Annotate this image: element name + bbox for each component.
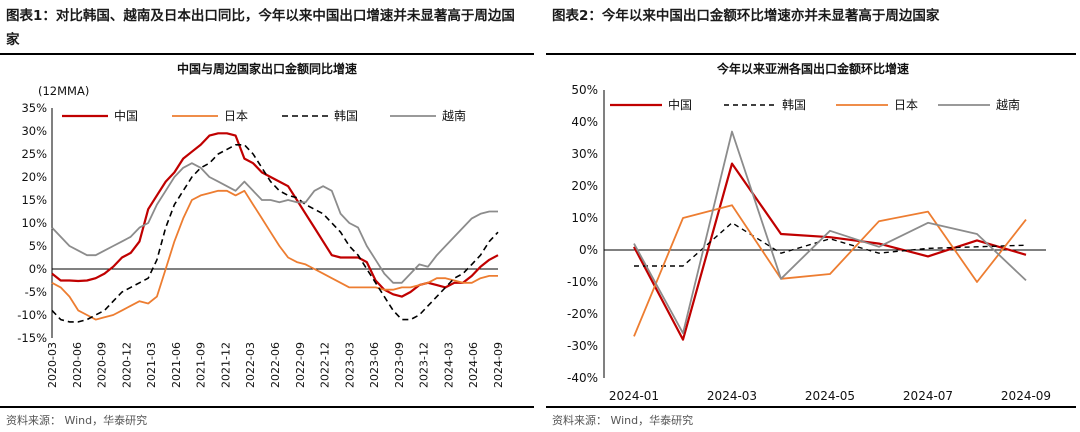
legend-label: 越南 [996, 97, 1020, 112]
figure-caption-1: 对比韩国、越南及日本出口同比，今年以来中国出口增速并未显著高于周边国家 [6, 8, 515, 48]
y-tick-label: -15% [17, 331, 47, 345]
x-tick-label: 2022-06 [269, 342, 282, 388]
legend-label: 日本 [224, 109, 248, 123]
chart-title-2: 今年以来亚洲各国出口金额环比增速 [716, 62, 909, 76]
figure-label-1: 图表1： [6, 8, 56, 24]
y-tick-label: -10% [17, 308, 47, 322]
figure-title-1: 图表1：对比韩国、越南及日本出口同比，今年以来中国出口增速并未显著高于周边国家 [6, 4, 526, 52]
x-tick-label: 2020-06 [71, 342, 84, 388]
legend-label: 中国 [668, 97, 692, 112]
legend-label: 韩国 [782, 97, 806, 112]
y-tick-label: -10% [567, 275, 598, 289]
x-tick-label: 2024-09 [1001, 389, 1051, 403]
y-tick-label: 25% [21, 147, 47, 161]
series-line-korea [51, 143, 499, 323]
y-tick-label: 40% [571, 115, 598, 129]
y-tick-label: 20% [571, 179, 598, 193]
y-tick-label: 15% [21, 193, 47, 207]
bottom-rule-1 [0, 406, 534, 408]
x-tick-label: 2020-03 [46, 342, 59, 388]
y-tick-label: 5% [29, 239, 47, 253]
legend-label: 越南 [442, 108, 466, 123]
y-tick-label: 20% [21, 170, 47, 184]
x-tick-label: 2021-09 [195, 342, 208, 388]
legend-label: 韩国 [334, 108, 358, 123]
series-line-vietnam [633, 130, 1027, 335]
y-tick-label: -20% [567, 307, 598, 321]
x-tick-label: 2023-06 [368, 342, 381, 388]
x-tick-label: 2024-05 [805, 389, 855, 403]
x-tick-label: 2024-03 [442, 342, 455, 388]
figure-panel-2: 图表2：今年以来中国出口金额环比增速亦并未显著高于周边国家 今年以来亚洲各国出口… [546, 0, 1080, 432]
x-tick-label: 2022-09 [294, 342, 307, 388]
y-tick-label: 0% [29, 262, 47, 276]
y-tick-label: 30% [21, 124, 47, 138]
y-tick-label: 50% [571, 83, 598, 97]
source-note-2: 资料来源： Wind，华泰研究 [552, 414, 694, 427]
x-tick-label: 2024-03 [707, 389, 757, 403]
series-line-china [633, 162, 1027, 341]
figure-title-2: 图表2：今年以来中国出口金额环比增速亦并未显著高于周边国家 [552, 4, 1072, 28]
legend-label: 中国 [114, 108, 138, 123]
figure-label-2: 图表2： [552, 8, 602, 24]
y-tick-label: 0% [579, 243, 598, 257]
title-rule-1 [0, 53, 534, 55]
x-tick-label: 2024-09 [492, 342, 505, 388]
chart-2: 50% 40% 30% 20% 10% 0% -10% -20% -30% -40% 2024-01… [567, 83, 1051, 403]
y-tick-label: 35% [21, 101, 47, 115]
bottom-rule-2 [546, 406, 1076, 408]
y-tick-label: 30% [571, 147, 598, 161]
y-tick-label: -40% [567, 371, 598, 385]
y-tick-label: -30% [567, 339, 598, 353]
x-tick-label: 2022-12 [319, 342, 332, 388]
x-tick-label: 2024-06 [467, 342, 480, 388]
series-line-japan [51, 189, 498, 321]
y-tick-label: 10% [21, 216, 47, 230]
x-tick-label: 2023-09 [393, 342, 406, 388]
series-line-japan [633, 204, 1027, 337]
chart-1: 35% 30% 25% 20% 15% 10% 5% 0% -5% -10% -15%2020-03… [17, 101, 505, 388]
figure-panel-1: 图表1：对比韩国、越南及日本出口同比，今年以来中国出口增速并未显著高于周边国家 … [0, 0, 534, 432]
x-tick-label: 2020-12 [120, 342, 133, 388]
y-tick-label: -5% [25, 285, 47, 299]
series-line-vietnam [51, 162, 498, 284]
x-tick-label: 2024-01 [609, 389, 659, 403]
series-line-china [51, 132, 499, 298]
x-tick-label: 2021-03 [145, 342, 158, 388]
x-tick-label: 2023-12 [418, 342, 431, 388]
chart-title-1: 中国与周边国家出口金额同比增速 [176, 62, 357, 76]
x-tick-label: 2020-09 [96, 342, 109, 388]
unit-label: (12MMA) [38, 84, 90, 98]
x-tick-label: 2024-07 [903, 389, 953, 403]
x-tick-label: 2021-06 [170, 342, 183, 388]
title-rule-2 [546, 53, 1076, 55]
x-tick-label: 2023-03 [343, 342, 356, 388]
x-tick-label: 2022-03 [244, 342, 257, 388]
legend-label: 日本 [894, 98, 918, 112]
figure-caption-2: 今年以来中国出口金额环比增速亦并未显著高于周边国家 [601, 8, 940, 24]
source-note-1: 资料来源： Wind，华泰研究 [6, 414, 148, 427]
y-tick-label: 10% [571, 211, 598, 225]
x-tick-label: 2021-12 [219, 342, 232, 388]
